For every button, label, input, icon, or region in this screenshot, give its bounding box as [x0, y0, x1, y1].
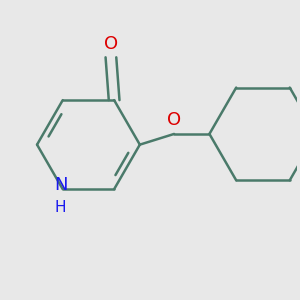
- Text: N: N: [54, 176, 67, 194]
- Text: O: O: [167, 111, 181, 129]
- Text: H: H: [55, 200, 66, 215]
- Text: O: O: [104, 35, 118, 53]
